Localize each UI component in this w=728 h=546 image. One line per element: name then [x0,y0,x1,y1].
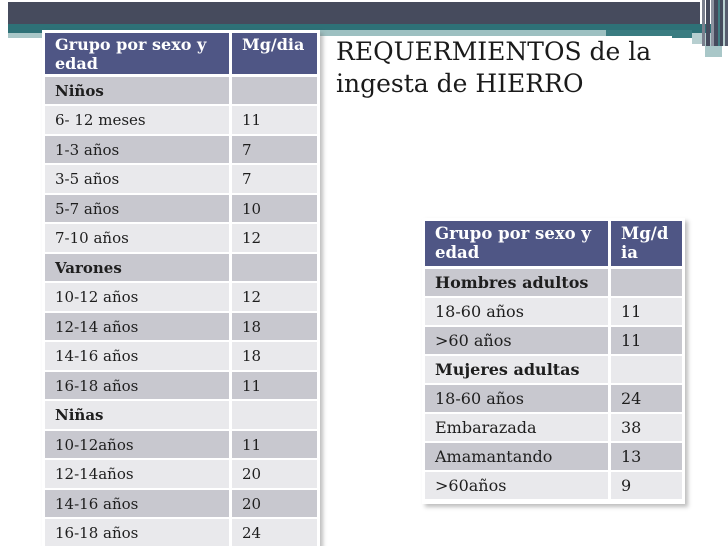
table-header-row: Grupo por sexo y edad Mg/dia [425,221,682,269]
row-label: 18-60 años [425,298,611,327]
corner-stripe [714,0,718,46]
table-row: >60años 9 [425,472,682,501]
row-label: Niños [45,76,232,107]
row-label: 3-5 años [45,165,232,195]
group-column-header: Grupo por sexo y edad [425,221,611,269]
table-row: 16-18 años 11 [45,371,317,402]
header-band-pale-right [692,33,728,44]
mg-per-day-column-header: Mg/dia [232,33,317,77]
corner-stripe [702,0,705,46]
row-label: 1-3 años [45,135,232,166]
table-row: 12-14 años 18 [45,312,317,343]
row-label: >60 años [425,327,611,356]
table-row: 10-12 años 12 [45,283,317,313]
table-row: 12-14años 20 [45,460,317,490]
table-row: 3-5 años 7 [45,165,317,195]
row-label: 16-18 años [45,371,232,402]
corner-stripe [723,0,725,46]
row-value [232,401,317,431]
row-value: 20 [232,460,317,490]
header-band-dark [8,2,700,24]
table-row: 18-60 años 24 [425,385,682,414]
row-label: 12-14años [45,460,232,490]
corner-pale-block [705,44,722,57]
row-label: Embarazada [425,414,611,443]
row-value: 38 [611,414,682,443]
table-row: 14-16 años 18 [45,342,317,372]
row-value [232,76,317,107]
row-value: 12 [232,224,317,254]
row-label: 12-14 años [45,312,232,343]
row-label: Mujeres adultas [425,356,611,385]
row-value: 11 [611,298,682,327]
slide-title: REQUERMIENTOS de la ingesta de HIERRO [336,37,652,98]
row-label: 18-60 años [425,385,611,414]
table-row: 1-3 años 7 [45,135,317,166]
table-row: 7-10 años 12 [45,224,317,254]
row-value: 11 [232,371,317,402]
table-row: 14-16 años 20 [45,489,317,520]
table-section-row: Hombres adultos [425,269,682,298]
row-label: Amamantando [425,443,611,472]
table-row: >60 años 11 [425,327,682,356]
row-value: 24 [232,519,317,546]
row-value: 18 [232,312,317,343]
table-section-row: Niños [45,76,317,107]
row-value: 9 [611,472,682,501]
row-value [232,253,317,284]
row-value [611,269,682,298]
row-value: 10 [232,194,317,225]
corner-stripe [706,0,710,46]
row-value: 13 [611,443,682,472]
row-label: Hombres adultos [425,269,611,298]
row-label: 16-18 años [45,519,232,546]
group-column-header: Grupo por sexo y edad [45,33,232,77]
table-section-row: Mujeres adultas [425,356,682,385]
table-row: 10-12años 11 [45,430,317,461]
table-row: 5-7 años 10 [45,194,317,225]
table-section-row: Niñas [45,401,317,431]
row-value: 11 [232,430,317,461]
iron-requirements-adults-table: Grupo por sexo y edad Mg/dia Hombres adu… [422,218,685,504]
row-value: 20 [232,489,317,520]
row-label: Varones [45,253,232,284]
row-label: 14-16 años [45,489,232,520]
row-value [611,356,682,385]
header-band-pale-mid [314,30,606,38]
mg-per-day-column-header: Mg/dia [611,221,682,269]
row-value: 7 [232,135,317,166]
table-row: 16-18 años 24 [45,519,317,546]
row-label: 7-10 años [45,224,232,254]
corner-stripe [725,0,728,46]
header-accent-line [318,36,672,39]
row-label: 6- 12 meses [45,106,232,136]
row-value: 7 [232,165,317,195]
corner-stripe [711,0,714,46]
table-row: 6- 12 meses 11 [45,106,317,136]
iron-requirements-children-table: Grupo por sexo y edad Mg/dia Niños 6- 12 … [42,30,320,546]
row-value: 11 [611,327,682,356]
row-label: Niñas [45,401,232,431]
header-band-teal [8,24,728,33]
row-value: 18 [232,342,317,372]
corner-stripe [718,0,720,46]
row-value: 12 [232,283,317,313]
table-row: Amamantando 13 [425,443,682,472]
table-section-row: Varones [45,253,317,284]
table-row: Embarazada 38 [425,414,682,443]
table-header-row: Grupo por sexo y edad Mg/dia [45,33,317,77]
table-row: 18-60 años 11 [425,298,682,327]
row-value: 11 [232,106,317,136]
corner-vertical-stripes [701,0,728,46]
row-value: 24 [611,385,682,414]
row-label: 14-16 años [45,342,232,372]
row-label: 10-12 años [45,283,232,313]
corner-stripe [720,0,723,46]
row-label: >60años [425,472,611,501]
row-label: 10-12años [45,430,232,461]
header-band-teal-mid [606,30,692,38]
row-label: 5-7 años [45,194,232,225]
